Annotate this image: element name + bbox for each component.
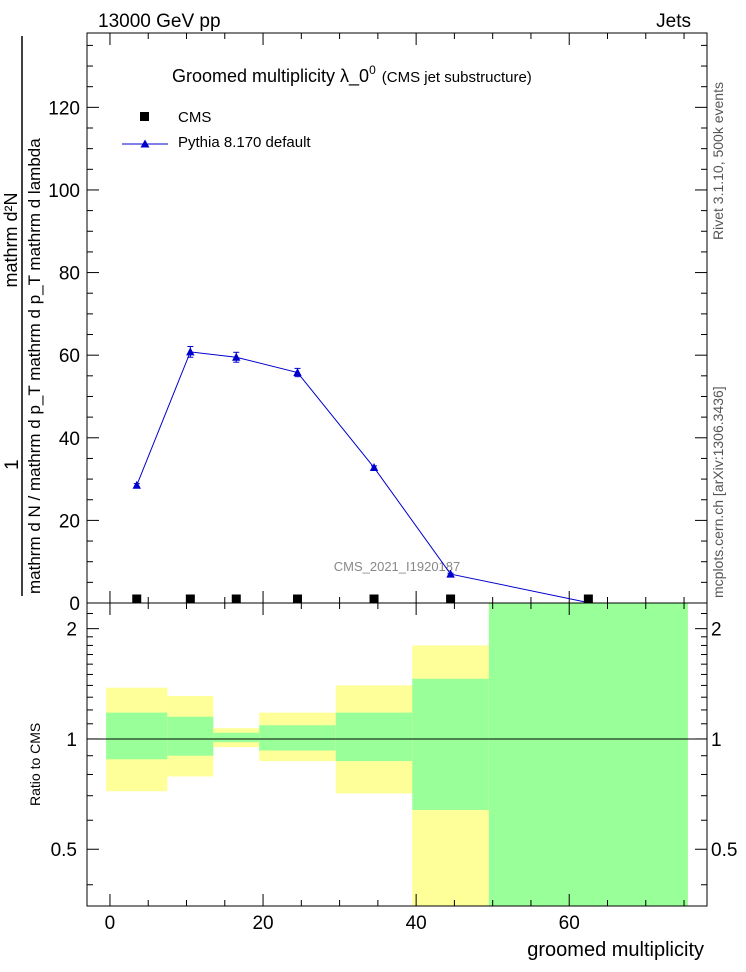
main-y-tick-label: 60 — [59, 346, 80, 367]
main-y-tick-label: 80 — [59, 264, 80, 285]
pythia-point — [369, 463, 379, 472]
cms-point — [185, 594, 195, 604]
ratio-bands — [106, 603, 688, 906]
cms-point — [292, 594, 302, 604]
ratio-y-tick-label: 0.5 — [51, 840, 77, 861]
ratio-x-ticks: 0 20 40 60 — [105, 603, 685, 934]
ratio-y-tick-label-right: 1 — [711, 730, 722, 751]
chart-title-suffix: (CMS jet substructure) — [382, 69, 532, 86]
legend: CMS Pythia 8.170 default — [122, 109, 311, 151]
main-panel: 0 20 40 60 80 100 120 Groomed multiplicity λ_0… — [48, 32, 708, 615]
ratio-x-tick-label: 40 — [406, 913, 427, 934]
legend-pythia-label: Pythia 8.170 default — [178, 134, 311, 151]
ylabel-num: mathrm d²N — [1, 192, 21, 287]
ratio-panel: 0.5 0.5 1 1 2 2 0 20 40 60 Ratio to CMS groomed … — [27, 602, 737, 961]
mcplots-label: mcplots.cern.ch [arXiv:1306.3436] — [710, 386, 726, 598]
chart-title: Groomed multiplicity λ_00 (CMS jet substr… — [172, 63, 532, 87]
chart-title-main: Groomed multiplicity λ_0 — [172, 66, 369, 87]
ratio-x-tick-label: 20 — [252, 913, 273, 934]
cms-point — [446, 594, 456, 604]
ratio-band-inner — [335, 712, 413, 762]
ratio-y-tick-label-right: 2 — [711, 620, 722, 641]
ratio-y-tick-label: 1 — [66, 730, 77, 751]
cms-point — [369, 594, 379, 604]
cms-point — [231, 594, 241, 604]
ratio-y-tick-label: 2 — [66, 620, 77, 641]
ratio-band-inner — [259, 725, 336, 751]
ratio-band-inner — [412, 678, 489, 810]
ylabel-den: mathrm d N / mathrm d p_T mathrm d p_T m… — [25, 138, 44, 594]
pythia-point — [293, 368, 302, 377]
pythia-point — [232, 352, 241, 361]
ratio-frame — [86, 602, 708, 907]
header-right: Jets — [656, 11, 691, 32]
main-y-ticks: 0 20 40 60 80 100 120 — [48, 44, 707, 615]
ratio-x-tick-label: 0 — [105, 913, 116, 934]
legend-cms-label: CMS — [178, 109, 211, 126]
ratio-band-inner — [106, 712, 168, 760]
ratio-band-inner — [213, 732, 260, 743]
rivet-label: Rivet 3.1.10, 500k events — [710, 82, 726, 240]
ratio-band-inner — [167, 716, 214, 756]
legend-cms-marker — [140, 112, 149, 121]
pythia-point — [132, 480, 141, 489]
pythia-point — [186, 347, 195, 356]
legend-pythia-marker — [140, 139, 150, 148]
analysis-id: CMS_2021_I1920187 — [334, 559, 461, 574]
ratio-y-tick-label-right: 0.5 — [711, 840, 737, 861]
ratio-x-tick-label: 60 — [559, 913, 580, 934]
ratio-y-label: Ratio to CMS — [27, 723, 43, 806]
pythia-point — [446, 569, 455, 578]
main-y-tick-label: 40 — [59, 429, 80, 450]
ratio-band-inner — [488, 603, 688, 906]
main-y-tick-label: 120 — [48, 98, 80, 119]
header-left: 13000 GeV pp — [98, 11, 221, 32]
cms-point — [583, 594, 593, 604]
ylabel-top: 1 — [2, 459, 23, 470]
cms-point — [132, 594, 142, 604]
main-y-tick-label: 0 — [69, 594, 80, 615]
main-y-label: 1 mathrm d²N mathrm d N / mathrm d p_T m… — [1, 36, 44, 596]
x-axis-label: groomed multiplicity — [527, 939, 704, 961]
main-y-tick-label: 100 — [48, 181, 80, 202]
chart-title-sup: 0 — [369, 63, 376, 77]
ratio-y-ticks: 0.5 0.5 1 1 2 2 — [51, 612, 737, 886]
main-y-tick-label: 20 — [59, 511, 80, 532]
